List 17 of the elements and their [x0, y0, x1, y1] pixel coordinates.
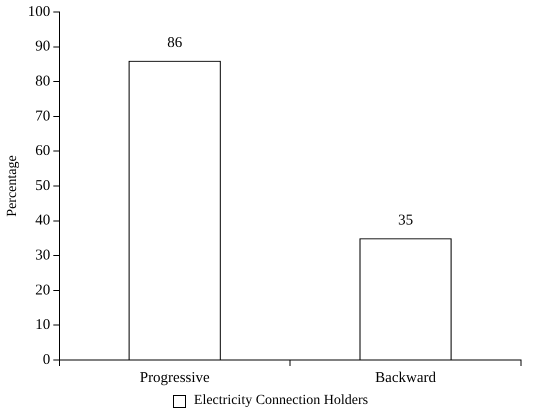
y-tick-label: 50 — [35, 178, 50, 194]
y-tick-label: 20 — [35, 282, 50, 298]
y-tick-label: 90 — [35, 38, 50, 55]
y-tick-label: 80 — [35, 74, 50, 90]
data-label: 86 — [167, 35, 183, 52]
y-tick-label: 40 — [35, 212, 50, 229]
x-tick-label: Backward — [375, 370, 436, 386]
y-tick-label: 10 — [35, 317, 50, 334]
y-tick-label: 100 — [28, 4, 50, 20]
x-tick-label: Progressive — [140, 370, 210, 386]
text: Electricity Connection Holders — [194, 393, 368, 409]
y-tick-label: 70 — [35, 108, 50, 124]
y-tick-label: 30 — [35, 248, 50, 264]
data-label: 35 — [398, 212, 414, 229]
y-axis-title: Percentage — [5, 155, 20, 217]
y-tick-label: 0 — [42, 352, 50, 368]
y-tick-label: 60 — [35, 143, 50, 160]
